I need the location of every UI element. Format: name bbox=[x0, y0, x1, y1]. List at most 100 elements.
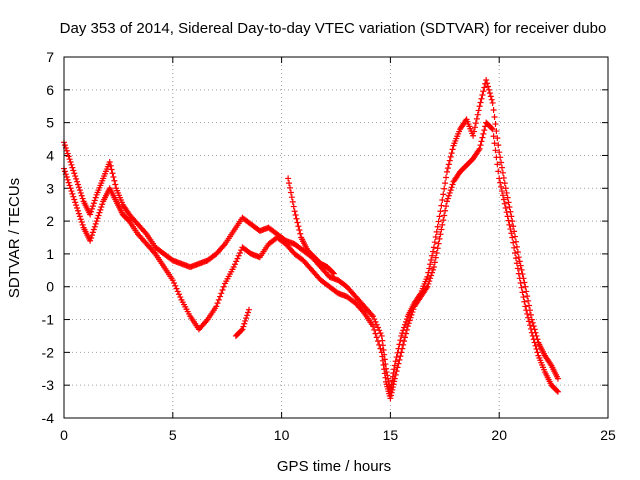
data-point bbox=[92, 220, 99, 227]
data-point bbox=[429, 269, 436, 276]
data-point bbox=[61, 168, 68, 175]
data-point bbox=[524, 310, 531, 317]
data-point bbox=[554, 388, 561, 395]
data-point bbox=[435, 240, 442, 247]
data-point bbox=[512, 249, 519, 256]
x-tick-labels: 0 5 10 15 20 25 bbox=[60, 427, 616, 443]
data-point bbox=[65, 153, 72, 160]
data-point bbox=[432, 234, 439, 241]
y-tick-label: -3 bbox=[42, 377, 55, 393]
data-point bbox=[518, 284, 525, 291]
data-point bbox=[287, 189, 294, 196]
data-point bbox=[481, 84, 488, 91]
data-point bbox=[90, 200, 97, 207]
data-point bbox=[388, 389, 395, 396]
data-point bbox=[497, 179, 504, 186]
data-point bbox=[295, 223, 302, 230]
data-point bbox=[480, 130, 487, 137]
data-point bbox=[478, 95, 485, 102]
data-point bbox=[530, 336, 537, 343]
data-point bbox=[526, 322, 533, 329]
data-point bbox=[288, 194, 295, 201]
data-point bbox=[74, 181, 81, 188]
data-point bbox=[74, 204, 81, 211]
data-point bbox=[511, 244, 518, 251]
data-point bbox=[378, 349, 385, 356]
data-point bbox=[448, 184, 455, 191]
data-point bbox=[112, 181, 119, 188]
data-point bbox=[381, 366, 388, 373]
data-point bbox=[489, 99, 496, 106]
data-point bbox=[502, 185, 509, 192]
x-tick-label: 0 bbox=[60, 427, 68, 443]
data-point bbox=[292, 211, 299, 218]
data-point bbox=[407, 314, 414, 321]
data-point bbox=[393, 368, 400, 375]
data-point bbox=[447, 153, 454, 160]
data-point bbox=[510, 239, 517, 246]
data-point bbox=[245, 309, 252, 316]
x-tick-label: 20 bbox=[491, 427, 507, 443]
data-point bbox=[424, 283, 431, 290]
data-point bbox=[233, 258, 240, 265]
data-point bbox=[88, 234, 95, 241]
data-point bbox=[494, 135, 501, 142]
data-point bbox=[434, 245, 441, 252]
data-point bbox=[472, 120, 479, 127]
data-point bbox=[71, 170, 78, 177]
data-point bbox=[172, 282, 179, 289]
data-point bbox=[369, 313, 376, 320]
data-point bbox=[442, 207, 449, 214]
data-point bbox=[498, 164, 505, 171]
data-point bbox=[480, 88, 487, 95]
data-point bbox=[67, 185, 74, 192]
data-point bbox=[90, 226, 97, 233]
y-tick-label: 2 bbox=[46, 213, 54, 229]
data-point bbox=[479, 91, 486, 98]
data-point bbox=[503, 189, 510, 196]
data-point bbox=[286, 180, 293, 187]
plot-frame bbox=[63, 56, 609, 419]
data-point bbox=[398, 349, 405, 356]
data-point bbox=[91, 223, 98, 230]
data-point bbox=[445, 161, 452, 168]
data-point bbox=[528, 329, 535, 336]
data-point bbox=[510, 223, 517, 230]
data-point bbox=[530, 323, 537, 330]
data-point bbox=[522, 303, 529, 310]
data-point bbox=[531, 339, 538, 346]
data-point bbox=[494, 161, 501, 168]
data-point bbox=[515, 270, 522, 277]
data-point bbox=[68, 161, 75, 168]
y-tick-label: -2 bbox=[42, 344, 55, 360]
data-point bbox=[503, 209, 510, 216]
data-point bbox=[429, 248, 436, 255]
series-track-b bbox=[61, 119, 561, 402]
y-tick-label: 7 bbox=[46, 49, 54, 65]
data-point bbox=[391, 378, 398, 385]
data-point bbox=[74, 178, 81, 185]
data-point bbox=[64, 176, 71, 183]
data-point bbox=[63, 147, 70, 154]
data-point bbox=[529, 332, 536, 339]
data-point bbox=[389, 386, 396, 393]
data-point bbox=[505, 217, 512, 224]
x-tick-label: 15 bbox=[383, 427, 399, 443]
data-point bbox=[525, 297, 532, 304]
data-point bbox=[490, 106, 497, 113]
data-point bbox=[432, 254, 439, 261]
data-point bbox=[427, 261, 434, 268]
data-point bbox=[499, 169, 506, 176]
data-point bbox=[507, 226, 514, 233]
data-point bbox=[89, 203, 96, 210]
data-point bbox=[217, 293, 224, 300]
data-point bbox=[380, 362, 387, 369]
data-point bbox=[521, 298, 528, 305]
data-point bbox=[66, 156, 73, 163]
data-point bbox=[534, 349, 541, 356]
data-point bbox=[397, 353, 404, 360]
data-point bbox=[71, 196, 78, 203]
data-point bbox=[372, 330, 379, 337]
data-point bbox=[441, 212, 448, 219]
data-point bbox=[69, 164, 76, 171]
